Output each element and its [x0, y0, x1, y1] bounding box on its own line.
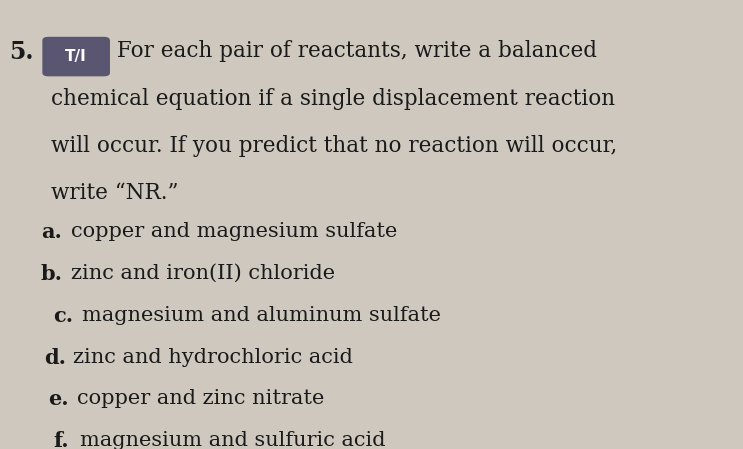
Text: copper and zinc nitrate: copper and zinc nitrate	[77, 389, 324, 408]
Text: b.: b.	[41, 264, 63, 284]
Text: c.: c.	[53, 306, 74, 326]
Text: write “NR.”: write “NR.”	[51, 182, 178, 204]
Text: will occur. If you predict that no reaction will occur,: will occur. If you predict that no react…	[51, 135, 617, 157]
Text: a.: a.	[41, 222, 62, 242]
FancyBboxPatch shape	[42, 37, 110, 76]
Text: zinc and iron(II) chloride: zinc and iron(II) chloride	[71, 264, 334, 283]
Text: magnesium and aluminum sulfate: magnesium and aluminum sulfate	[82, 306, 441, 325]
Text: magnesium and sulfuric acid: magnesium and sulfuric acid	[80, 431, 386, 449]
Text: T/I: T/I	[65, 49, 87, 64]
Text: zinc and hydrochloric acid: zinc and hydrochloric acid	[73, 348, 353, 366]
Text: 5.: 5.	[9, 40, 33, 64]
Text: chemical equation if a single displacement reaction: chemical equation if a single displaceme…	[51, 88, 614, 110]
Text: For each pair of reactants, write a balanced: For each pair of reactants, write a bala…	[117, 40, 597, 62]
Text: copper and magnesium sulfate: copper and magnesium sulfate	[71, 222, 397, 241]
Text: e.: e.	[48, 389, 69, 409]
Text: d.: d.	[45, 348, 67, 368]
Text: f.: f.	[53, 431, 69, 449]
